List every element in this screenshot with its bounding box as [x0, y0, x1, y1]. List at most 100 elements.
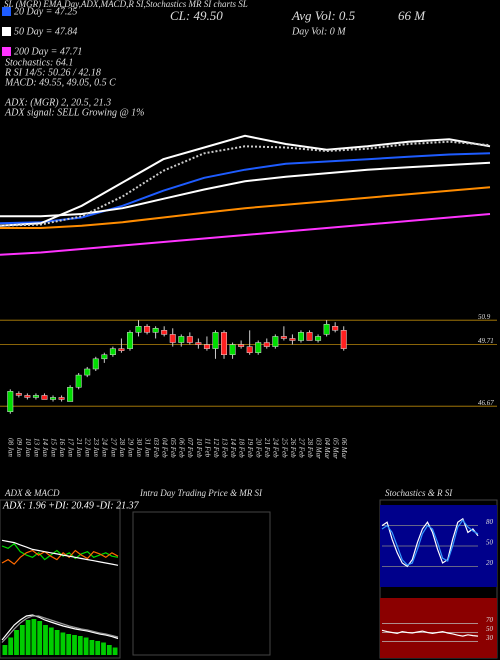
candle-body	[109, 348, 116, 355]
candle-body	[332, 326, 339, 331]
series-line	[1, 549, 119, 565]
adx-value: ADX: (MGR) 2, 20.5, 21.3	[4, 97, 111, 108]
bar	[66, 634, 72, 655]
bar	[31, 619, 37, 655]
candle-body	[67, 387, 74, 402]
intraday-frame	[132, 511, 271, 656]
legend-label: 200 Day = 47.71	[14, 46, 82, 57]
panel-title: Intra Day Trading Price & MR SI	[139, 488, 263, 498]
x-tick-label: 30 Jan	[135, 437, 143, 457]
series-line	[0, 140, 491, 227]
rsi-value: R SI 14/5: 50.26 / 42.18	[4, 67, 101, 78]
legend-label: 50 Day = 47.84	[14, 26, 77, 37]
candle-body	[246, 346, 253, 353]
legend-label: 20 Day = 47.25	[14, 6, 77, 17]
candle-body	[178, 336, 185, 343]
x-tick-label: 13 Feb	[220, 438, 228, 458]
candle-body	[186, 336, 193, 343]
candle-body	[323, 323, 330, 335]
adx-annotation: ADX: 1.96 +DI: 20.49 -DI: 21.37	[2, 500, 140, 511]
candle-body	[135, 326, 142, 333]
candle-body	[255, 342, 262, 353]
x-tick-label: 31 Jan	[143, 437, 151, 457]
candle-body	[340, 330, 347, 349]
bar	[25, 620, 31, 655]
bar	[37, 621, 43, 655]
panel-title: Stochastics & R SI	[385, 488, 453, 498]
candle-body	[24, 395, 31, 398]
bar	[43, 625, 48, 655]
macd-value: MACD: 49.55, 49.05, 0.5 C	[4, 77, 116, 88]
x-tick-label: 04 Feb	[161, 438, 169, 458]
series-line	[1, 539, 119, 566]
bar	[2, 645, 8, 655]
x-tick-label: 13 Jan	[32, 438, 40, 457]
x-tick-label: 15 Jan	[49, 438, 57, 457]
candle-body	[32, 395, 39, 398]
y-tick-label: 46.67	[478, 399, 494, 407]
y-tick-label: 20	[486, 559, 494, 567]
bar	[19, 625, 25, 655]
y-tick-label: 50	[486, 625, 494, 633]
candle-body	[15, 393, 22, 396]
x-tick-label: 23 Jan	[92, 438, 100, 457]
series-line	[1, 615, 119, 643]
close-price: CL: 49.50	[170, 8, 223, 23]
legend-swatch	[2, 7, 11, 16]
y-tick-label: 50	[486, 539, 494, 547]
candle-body	[84, 368, 91, 376]
panel-background	[380, 598, 497, 658]
x-tick-label: 14 Feb	[229, 438, 237, 458]
candle-body	[221, 332, 228, 355]
bar	[89, 640, 95, 655]
bar	[14, 630, 19, 655]
candle-body	[161, 330, 168, 335]
series-line	[381, 519, 479, 566]
x-tick-label: 21 Feb	[263, 438, 271, 458]
x-tick-label: 29 Jan	[126, 438, 134, 457]
candle-body	[50, 397, 57, 400]
candle-body	[212, 332, 219, 349]
x-tick-label: 03 Feb	[152, 438, 160, 458]
candle-body	[126, 332, 133, 349]
x-tick-label: 27 Jan	[109, 438, 117, 457]
series-line	[0, 152, 491, 225]
candle-body	[272, 336, 279, 347]
day-volume: Day Vol: 0 M	[291, 26, 346, 37]
x-tick-label: 28 Feb	[306, 438, 314, 458]
adx-frame	[0, 499, 121, 659]
candle-body	[280, 336, 287, 339]
candle-body	[58, 397, 65, 400]
x-tick-label: 22 Jan	[84, 438, 92, 457]
x-tick-label: 24 Feb	[272, 438, 280, 458]
candle-body	[152, 328, 159, 333]
y-tick-label: 70	[486, 616, 494, 624]
x-tick-label: 16 Jan	[58, 438, 66, 457]
x-tick-label: 14 Jan	[41, 438, 49, 457]
bar	[112, 647, 118, 655]
x-tick-label: 05 Feb	[169, 438, 177, 458]
bar	[8, 637, 14, 655]
x-tick-label: 10 Feb	[195, 438, 203, 458]
x-tick-label: 06 Feb	[178, 438, 186, 458]
y-tick-label: 30	[485, 634, 494, 642]
x-tick-label: 27 Feb	[297, 438, 305, 458]
bar	[72, 635, 77, 655]
candle-body	[229, 344, 236, 355]
series-line	[0, 161, 491, 218]
x-tick-label: 24 Jan	[101, 438, 109, 457]
legend-swatch	[2, 27, 11, 36]
bar	[83, 637, 89, 655]
x-tick-label: 19 Feb	[246, 438, 254, 458]
bar	[54, 630, 60, 655]
avg-volume-unit: 66 M	[398, 8, 426, 23]
x-tick-label: 18 Feb	[238, 438, 246, 458]
x-tick-label: 09 Jan	[15, 438, 23, 457]
y-tick-label: 80	[486, 518, 494, 526]
chart-title: SL (MGR) EMA,Day,ADX,MACD,R SI,Stochasti…	[4, 0, 248, 9]
x-tick-label: 21 Jan	[75, 438, 83, 457]
x-tick-label: 26 Feb	[289, 438, 297, 458]
x-tick-label: 25 Feb	[280, 438, 288, 458]
